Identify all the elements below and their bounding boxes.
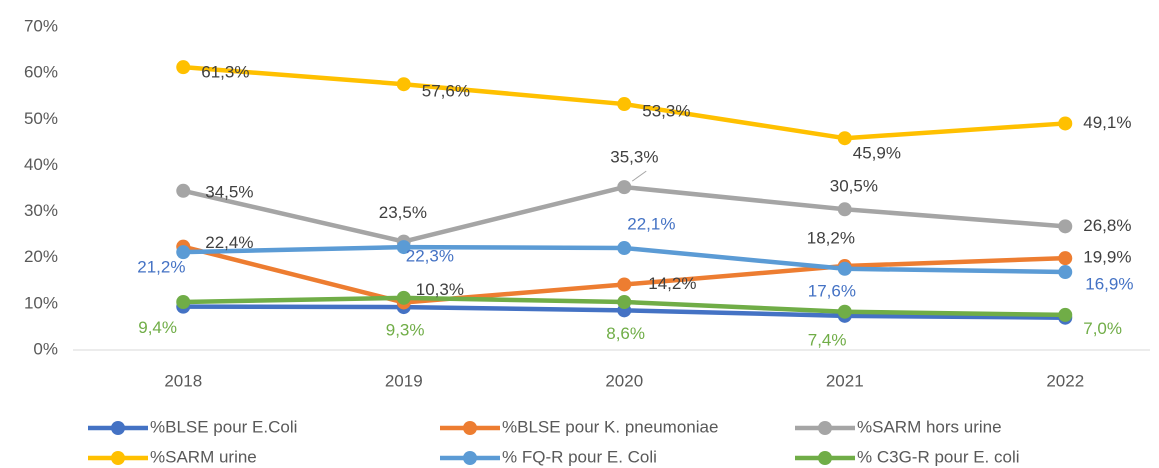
point-marker xyxy=(176,60,191,75)
y-tick-label: 0% xyxy=(33,339,58,358)
data-label: 14,2% xyxy=(648,274,696,293)
data-label: 23,5% xyxy=(379,203,427,222)
data-label: 7,0% xyxy=(1083,319,1122,338)
data-label: 22,4% xyxy=(205,233,253,252)
point-marker xyxy=(837,202,852,217)
data-label: 7,4% xyxy=(808,330,847,349)
data-label: 26,8% xyxy=(1083,216,1131,235)
legend-marker xyxy=(111,451,125,465)
point-marker xyxy=(1058,307,1073,322)
legend-label: %SARM urine xyxy=(150,447,257,466)
point-marker xyxy=(176,183,191,198)
data-label: 35,3% xyxy=(610,148,658,167)
point-marker xyxy=(176,295,191,310)
point-marker xyxy=(1058,219,1073,234)
x-tick-label: 2019 xyxy=(385,371,423,390)
point-marker xyxy=(837,131,852,146)
point-marker xyxy=(176,245,191,260)
legend-label: % C3G-R pour E. coli xyxy=(857,447,1020,466)
point-marker xyxy=(617,180,632,195)
point-marker xyxy=(617,277,632,292)
data-label: 16,9% xyxy=(1085,275,1133,294)
point-marker xyxy=(617,295,632,310)
data-label: 34,5% xyxy=(205,182,253,201)
data-label: 19,9% xyxy=(1083,248,1131,267)
data-label: 30,5% xyxy=(830,177,878,196)
point-marker xyxy=(1058,265,1073,280)
point-marker xyxy=(837,304,852,319)
y-tick-label: 40% xyxy=(24,155,58,174)
y-tick-label: 30% xyxy=(24,201,58,220)
point-marker xyxy=(396,290,411,305)
data-label: 49,1% xyxy=(1083,113,1131,132)
data-label: 21,2% xyxy=(137,258,185,277)
x-tick-label: 2022 xyxy=(1046,371,1084,390)
point-marker xyxy=(1058,116,1073,131)
data-label: 9,4% xyxy=(138,318,177,337)
leader-line xyxy=(631,170,647,182)
data-label: 53,3% xyxy=(642,102,690,121)
data-label: 17,6% xyxy=(808,281,856,300)
legend-label: %BLSE pour K. pneumoniae xyxy=(502,417,718,436)
legend-marker xyxy=(463,451,477,465)
point-marker xyxy=(617,241,632,256)
y-tick-label: 20% xyxy=(24,247,58,266)
y-tick-label: 10% xyxy=(24,293,58,312)
point-marker xyxy=(396,240,411,255)
data-label: 22,1% xyxy=(627,215,675,234)
data-label: 57,6% xyxy=(422,82,470,101)
data-label: 18,2% xyxy=(807,229,855,248)
data-label: 10,3% xyxy=(416,280,464,299)
legend-marker xyxy=(818,451,832,465)
x-tick-label: 2021 xyxy=(826,371,864,390)
point-marker xyxy=(396,77,411,92)
point-marker xyxy=(1058,251,1073,266)
data-label: 22,3% xyxy=(406,247,454,266)
legend-marker xyxy=(463,421,477,435)
y-tick-label: 70% xyxy=(24,16,58,35)
data-label: 61,3% xyxy=(201,63,249,82)
point-marker xyxy=(837,261,852,276)
point-marker xyxy=(617,97,632,112)
legend-label: % FQ-R pour E. Coli xyxy=(502,447,657,466)
legend-marker xyxy=(818,421,832,435)
x-tick-label: 2020 xyxy=(605,371,643,390)
y-tick-label: 60% xyxy=(24,63,58,82)
y-tick-label: 50% xyxy=(24,109,58,128)
data-label: 8,6% xyxy=(606,324,645,343)
data-label: 9,3% xyxy=(386,321,425,340)
legend-marker xyxy=(111,421,125,435)
x-tick-label: 2018 xyxy=(164,371,202,390)
data-label: 45,9% xyxy=(853,144,901,163)
series-line xyxy=(182,184,1066,244)
legend-label: %SARM hors urine xyxy=(857,417,1002,436)
legend-label: %BLSE pour E.Coli xyxy=(150,417,297,436)
